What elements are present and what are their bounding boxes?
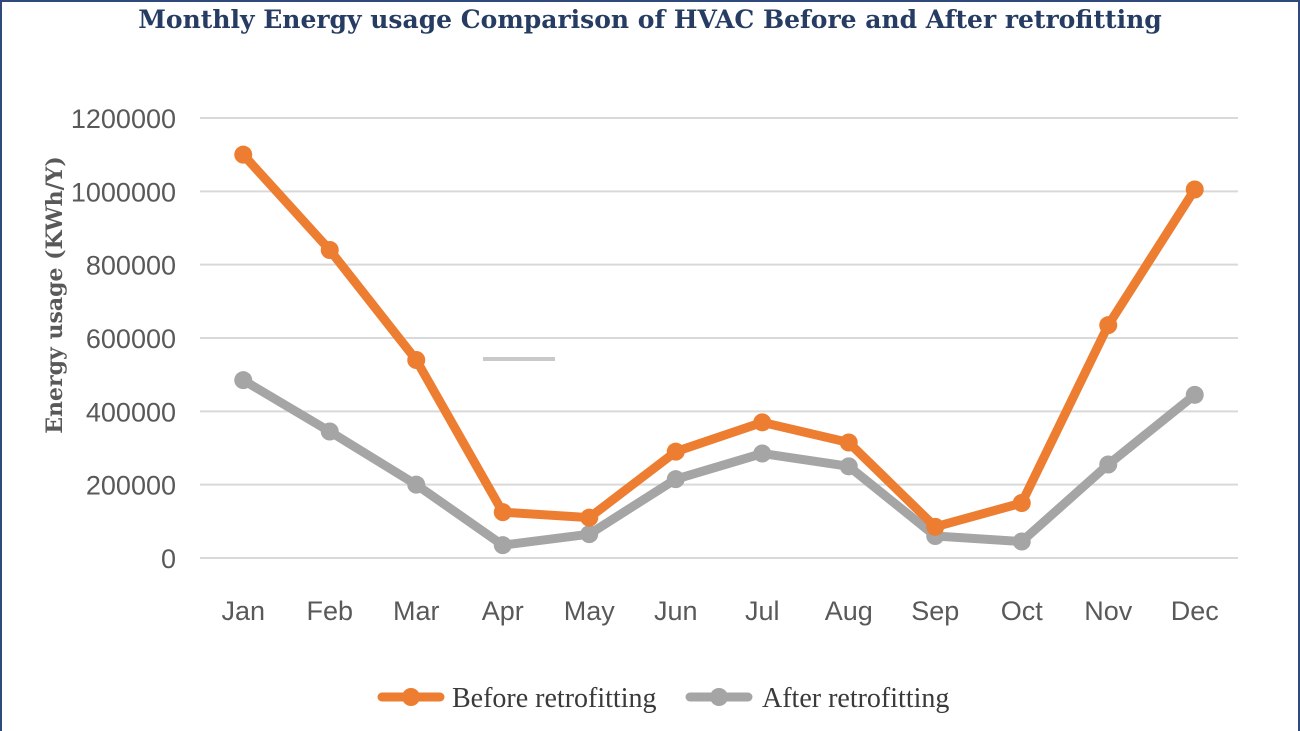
- data-point: [407, 475, 426, 494]
- y-tick-label: 1000000: [71, 177, 176, 207]
- data-point: [1185, 180, 1204, 199]
- legend-item: After retrofitting: [685, 683, 949, 714]
- x-tick-label: Sep: [911, 596, 959, 626]
- y-tick-label: 0: [161, 544, 176, 574]
- series-line: [238, 375, 1200, 550]
- data-point: [666, 470, 685, 489]
- y-tick-label: 600000: [86, 324, 176, 354]
- y-tick-label: 200000: [86, 471, 176, 501]
- data-point: [926, 517, 945, 536]
- legend-swatch-marker: [710, 688, 728, 706]
- series-before-retrofitting: [234, 145, 1204, 536]
- data-point: [320, 241, 339, 259]
- x-tick-label: Jan: [221, 596, 265, 626]
- data-point: [666, 442, 685, 461]
- x-tick-label: Mar: [393, 596, 440, 626]
- data-point: [234, 371, 253, 390]
- data-point: [1012, 532, 1031, 551]
- data-point: [407, 351, 426, 369]
- x-tick-label: Oct: [1001, 596, 1044, 626]
- x-tick-label: Nov: [1084, 596, 1133, 626]
- chart-title: Monthly Energy usage Comparison of HVAC …: [138, 5, 1162, 34]
- series-line: [238, 150, 1200, 532]
- legend-item: Before retrofitting: [377, 683, 656, 714]
- x-tick-label: Jun: [654, 596, 698, 626]
- series-after-retrofitting: [234, 371, 1204, 555]
- x-tick-label: May: [564, 596, 616, 626]
- y-tick-label: 400000: [86, 397, 176, 427]
- data-point: [493, 536, 512, 555]
- x-tick-label: Jul: [745, 596, 780, 626]
- data-point: [753, 444, 772, 463]
- x-tick-label: Feb: [306, 596, 353, 626]
- y-tick-label: 1200000: [71, 104, 176, 134]
- series-lines: [234, 145, 1204, 555]
- data-point: [580, 508, 599, 527]
- y-axis-label: Energy usage (KWh/Y): [42, 156, 68, 433]
- legend-label: After retrofitting: [762, 683, 949, 714]
- data-point: [1099, 455, 1118, 474]
- x-tick-label: Dec: [1171, 596, 1219, 626]
- x-tick-label: Apr: [482, 596, 524, 626]
- y-axis-ticks: 0 200000 400000 600000 800000 1000000 1200000: [71, 104, 176, 574]
- data-point: [320, 422, 339, 441]
- data-point: [1012, 494, 1031, 512]
- y-tick-label: 800000: [86, 251, 176, 281]
- data-point: [1185, 385, 1204, 404]
- data-point: [753, 413, 772, 432]
- data-point: [839, 433, 858, 452]
- data-point: [234, 145, 253, 164]
- data-point: [493, 503, 512, 522]
- legend-label: Before retrofitting: [452, 683, 656, 714]
- data-point: [580, 525, 599, 544]
- x-axis-ticks: Jan Feb Mar Apr May Jun Jul Aug Sep Oct Nov Dec: [221, 596, 1218, 626]
- data-point: [1099, 316, 1118, 335]
- legend: Before retrofitting After retrofitting: [377, 683, 949, 714]
- legend-swatch-marker: [402, 688, 420, 706]
- x-tick-label: Aug: [825, 596, 873, 626]
- data-point: [839, 457, 858, 476]
